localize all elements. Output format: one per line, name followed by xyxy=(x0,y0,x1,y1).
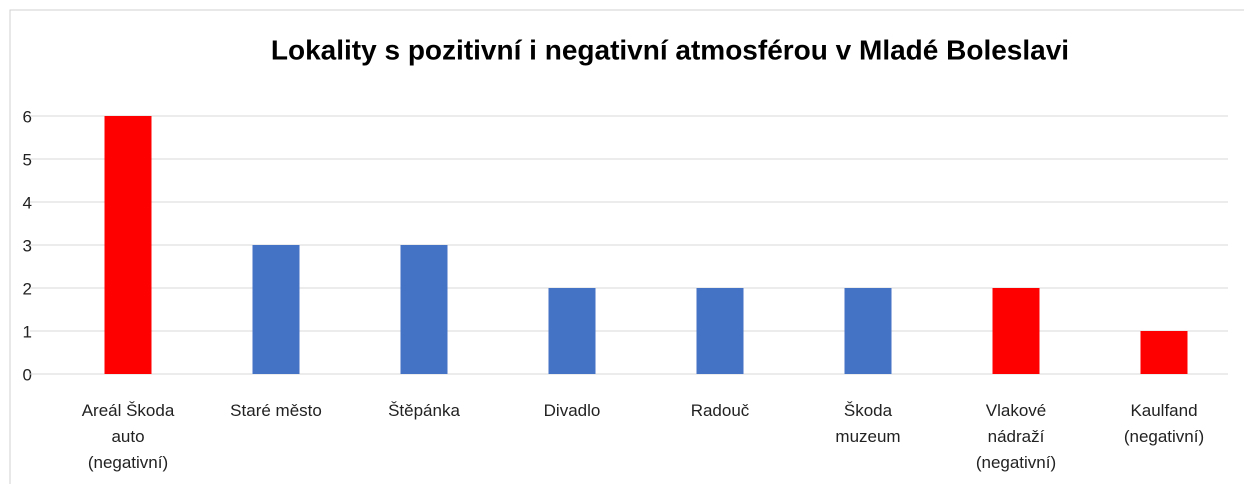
y-tick-label: 6 xyxy=(23,107,32,126)
bar xyxy=(844,288,892,374)
y-tick-label: 5 xyxy=(23,150,32,169)
bar xyxy=(992,288,1040,374)
x-tick-label: Radouč xyxy=(691,401,750,420)
x-tick-label: Štěpánka xyxy=(388,401,460,420)
y-tick-label: 4 xyxy=(23,193,32,212)
x-tick-label: Staré město xyxy=(230,401,322,420)
y-tick-label: 2 xyxy=(23,279,32,298)
y-tick-label: 1 xyxy=(23,322,32,341)
x-tick-label: Areál Škoda auto (negativní) xyxy=(82,401,175,472)
chart-border xyxy=(9,9,1244,484)
bar xyxy=(548,288,596,374)
x-tick-label: Kaulfand (negativní) xyxy=(1124,401,1204,446)
y-tick-label: 0 xyxy=(23,365,32,384)
x-tick-label: Divadlo xyxy=(544,401,601,420)
x-tick-label: Vlakové nádraží (negativní) xyxy=(976,401,1056,472)
chart-title: Lokality s pozitivní i negativní atmosfé… xyxy=(271,34,1069,65)
y-tick-label: 3 xyxy=(23,236,32,255)
bar xyxy=(696,288,744,374)
bar xyxy=(252,245,300,374)
bar xyxy=(104,116,152,374)
x-tick-label: Škoda muzeum xyxy=(835,401,900,446)
bar xyxy=(400,245,448,374)
bar xyxy=(1140,331,1188,374)
